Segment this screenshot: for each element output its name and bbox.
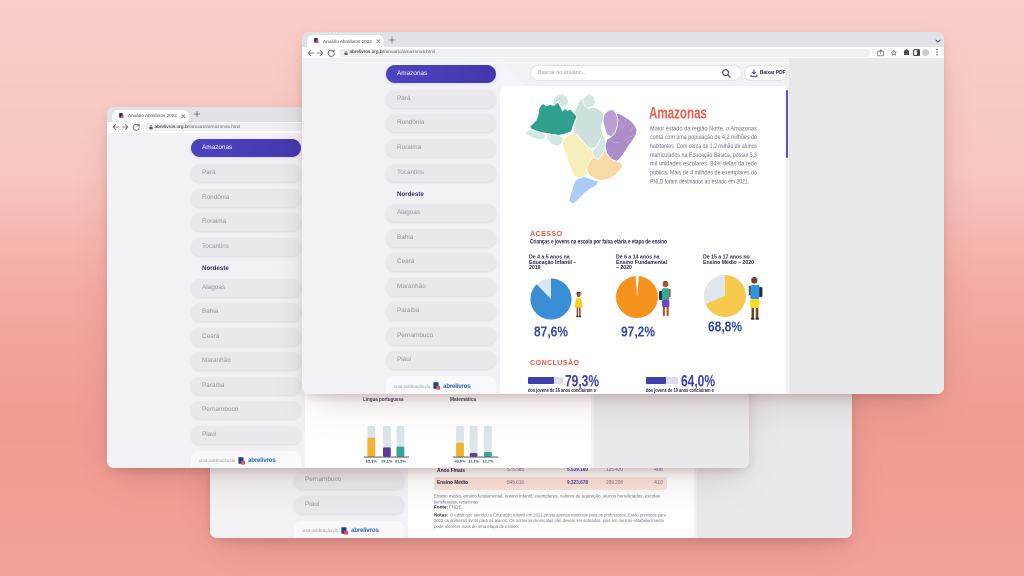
svg-text:79,3%: 79,3% — [565, 374, 599, 389]
svg-text:Matemática: Matemática — [450, 397, 477, 403]
svg-text:65,3%: 65,3% — [365, 458, 377, 463]
svg-text:Amazonas: Amazonas — [649, 104, 707, 123]
svg-text:dos jovens de 16 anos concluír: dos jovens de 16 anos concluíram o — [528, 388, 596, 394]
svg-text:5.539.160: 5.539.160 — [567, 467, 588, 473]
svg-text:Ensino médio, ensino fundament: Ensino médio, ensino fundamental, ensino… — [434, 493, 661, 498]
svg-text:Ensino Médio – 2020: Ensino Médio – 2020 — [703, 260, 754, 266]
svg-text:26,1%: 26,1% — [381, 458, 393, 463]
svg-text:matriculados na Educação Básic: matriculados na Educação Básica, possui … — [650, 152, 757, 159]
svg-text:408: 408 — [654, 467, 663, 473]
svg-text:– 2020: – 2020 — [616, 265, 632, 271]
svg-text:Ensino Fundamental: Ensino Fundamental — [616, 260, 668, 266]
svg-text:845.616: 845.616 — [507, 480, 524, 486]
svg-text:575.585: 575.585 — [507, 467, 524, 473]
svg-text:2019: 2019 — [529, 265, 541, 271]
svg-text:De 6 a 14 anos na: De 6 a 14 anos na — [616, 254, 660, 260]
svg-text:Notas:: Notas: — [434, 512, 449, 517]
svg-text:68,8%: 68,8% — [708, 320, 742, 334]
svg-text:PNLD foram destinados ao estad: PNLD foram destinados ao estado em 2021. — [650, 178, 749, 185]
svg-text:mil unidades escolares. 94% de: mil unidades escolares. 94% delas da red… — [650, 160, 757, 167]
svg-text:125.420: 125.420 — [606, 467, 623, 473]
svg-text:habitantes. Com cerca de 1,2 m: habitantes. Com cerca de 1,2 milhão de a… — [650, 143, 757, 150]
svg-text:Anos Finais: Anos Finais — [437, 468, 465, 474]
svg-text:87,6%: 87,6% — [534, 325, 568, 339]
svg-text:FNDE.: FNDE. — [449, 504, 463, 509]
svg-text:12,7%: 12,7% — [482, 458, 494, 463]
svg-text:Fonte:: Fonte: — [434, 504, 449, 509]
svg-text:pode oferecer mais de uma etap: pode oferecer mais de uma etapa de ensin… — [434, 524, 519, 529]
svg-text:ACESSO: ACESSO — [530, 229, 563, 238]
svg-text:dos jovens de 19 anos concluír: dos jovens de 19 anos concluíram o — [646, 388, 714, 394]
svg-text:Crianças e jovens na escola po: Crianças e jovens na escola por faixa et… — [530, 239, 667, 246]
svg-text:De 4 a 5 anos na: De 4 a 5 anos na — [529, 254, 570, 260]
svg-text:Baixar PDF: Baixar PDF — [760, 70, 786, 76]
svg-text:O edital que atendeu a Educaçã: O edital que atendeu a Educação Infantil… — [450, 512, 666, 517]
svg-text:Língua portuguesa: Língua portuguesa — [363, 397, 404, 403]
svg-text:conta com uma população de 4,2: conta com uma população de 4,2 milhões d… — [650, 134, 757, 141]
svg-text:beneficiadas, Amazonas: beneficiadas, Amazonas — [434, 499, 479, 504]
svg-text:Ensino Médio: Ensino Médio — [437, 480, 468, 486]
svg-text:64,0%: 64,0% — [681, 374, 715, 389]
svg-text:CONCLUSÃO: CONCLUSÃO — [530, 358, 580, 367]
svg-text:2022 os primeiros livros para: 2022 os primeiros livros para os alunos.… — [434, 518, 664, 523]
svg-text:97,2%: 97,2% — [621, 325, 655, 339]
svg-text:31,5%: 31,5% — [394, 458, 406, 463]
svg-text:Educação Infantil –: Educação Infantil – — [529, 260, 576, 266]
svg-text:209.208: 209.208 — [606, 480, 623, 486]
svg-text:410: 410 — [654, 480, 663, 486]
svg-text:9.323.678: 9.323.678 — [567, 480, 588, 486]
svg-text:De 15 a 17 anos no: De 15 a 17 anos no — [703, 254, 750, 260]
svg-text:pública. Mais de 4 milhões de: pública. Mais de 4 milhões de exemplares… — [650, 169, 757, 176]
svg-text:12,1%: 12,1% — [468, 458, 480, 463]
svg-text:Maior estado da região Norte,: Maior estado da região Norte, o Amazonas — [650, 125, 757, 132]
svg-text:43,0%: 43,0% — [454, 458, 466, 463]
